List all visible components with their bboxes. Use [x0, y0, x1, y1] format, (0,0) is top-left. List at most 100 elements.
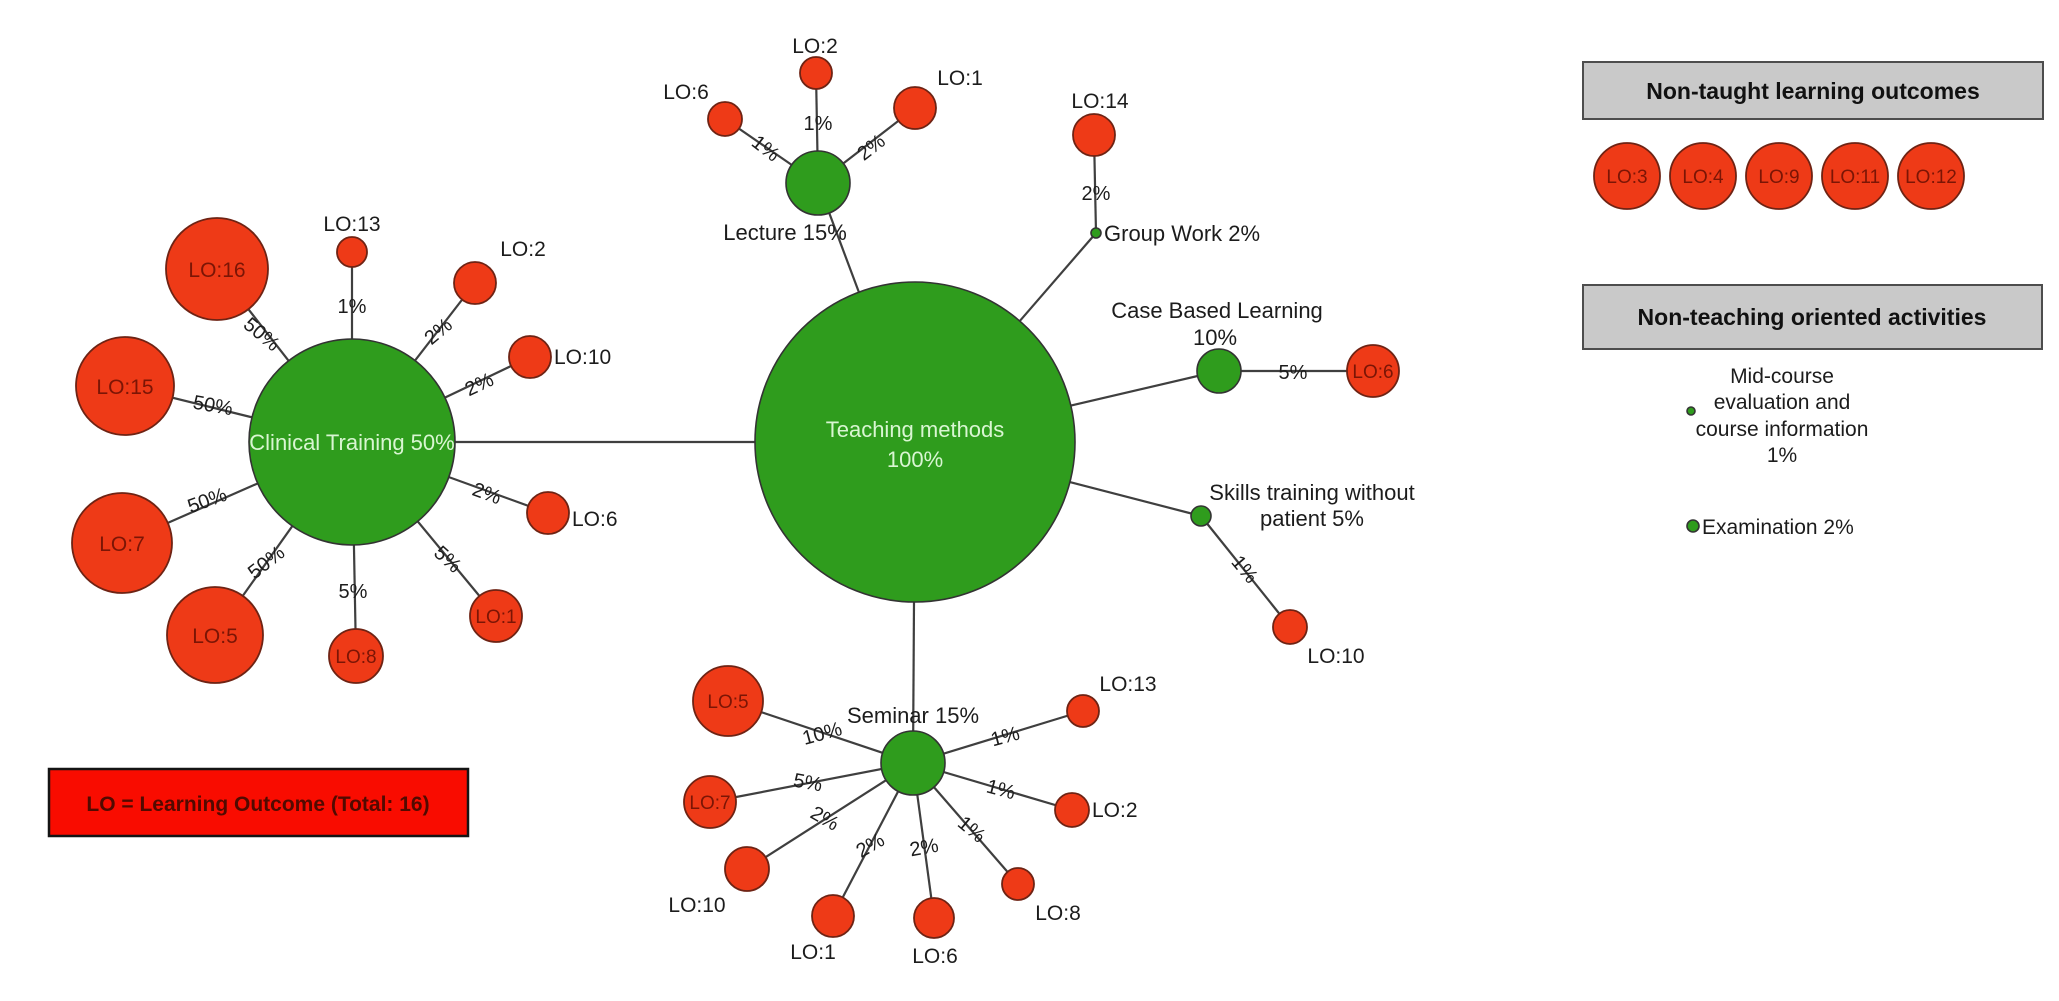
- node-seminar: [880, 730, 946, 796]
- sat-clinical-lo16: [165, 217, 269, 321]
- teaching-methods-label-line1: Teaching methods: [826, 417, 1005, 442]
- node-lecture: [785, 150, 851, 216]
- pct-clinical-lo7: 50%: [185, 484, 230, 518]
- pct-seminar-lo13: 1%: [988, 723, 1022, 752]
- label-clinical-lo8: LO:8: [335, 647, 376, 668]
- non-taught-lo3-circle: [1593, 142, 1661, 210]
- non-taught-lo9-circle: [1745, 142, 1813, 210]
- sat-casebased-lo6: [1346, 344, 1400, 398]
- pct-clinical-lo2: 2%: [421, 314, 457, 350]
- sat-seminar-lo6: [913, 897, 955, 939]
- label-seminar-lo8: LO:8: [1035, 902, 1081, 925]
- sat-clinical-lo5: [166, 586, 264, 684]
- label-lecture-lo6: LO:6: [663, 81, 709, 104]
- group-work-label: Group Work 2%: [1104, 221, 1260, 246]
- label-seminar-lo6: LO:6: [912, 945, 958, 968]
- non-taught-title-box: [1582, 61, 2044, 120]
- label-clinical-lo2: LO:2: [500, 238, 546, 261]
- lecture-label: Lecture 15%: [723, 220, 847, 245]
- pct-casebased-lo6: 5%: [1279, 362, 1308, 384]
- sat-seminar-lo10: [724, 846, 770, 892]
- examination-label: Examination 2%: [1702, 516, 1854, 539]
- sat-clinical-lo7: [71, 492, 173, 594]
- sat-seminar-lo13: [1066, 694, 1100, 728]
- label-lecture-lo1: LO:1: [937, 67, 983, 90]
- legend: LO = Learning Outcome (Total: 16): [47, 767, 470, 838]
- legend-label: LO = Learning Outcome (Total: 16): [86, 793, 429, 816]
- sat-clinical-lo15: [75, 336, 175, 436]
- node-case-based-learning: [1196, 348, 1242, 394]
- non-taught-lo4-label: LO:4: [1682, 167, 1724, 188]
- non-teaching-title-box: [1582, 284, 2043, 350]
- examination-dot: [1686, 519, 1700, 533]
- sat-skills-lo10: [1272, 609, 1308, 645]
- node-teaching-methods: [754, 281, 1076, 603]
- sat-clinical-lo13: [336, 236, 368, 268]
- label-seminar-lo10: LO:10: [668, 894, 725, 917]
- pct-lecture-lo1: 2%: [853, 130, 889, 165]
- label-clinical-lo15: LO:15: [96, 376, 153, 399]
- label-clinical-lo1: LO:1: [475, 607, 516, 628]
- non-taught-lo9-label: LO:9: [1758, 167, 1799, 188]
- case-based-label-line2: 10%: [1193, 325, 1237, 350]
- label-seminar-lo7: LO:7: [689, 793, 730, 814]
- label-seminar-lo2: LO:2: [1092, 799, 1138, 822]
- mid-course-line1: Mid-course: [1730, 365, 1834, 388]
- non-taught-title: Non-taught learning outcomes: [1646, 78, 1980, 104]
- label-clinical-lo5: LO:5: [192, 625, 238, 648]
- panel-non-teaching: Non-teaching oriented activities Mid-cou…: [1582, 284, 2043, 539]
- sat-seminar-lo1: [811, 894, 855, 938]
- green-nodes: [248, 150, 1242, 796]
- mid-course-line3: course information: [1696, 418, 1869, 441]
- legend-rect: [47, 767, 470, 838]
- pct-skills-lo10: 1%: [1227, 552, 1263, 588]
- sat-clinical-lo2: [453, 261, 497, 305]
- pct-seminar-lo8: 1%: [953, 812, 989, 848]
- pct-clinical-lo15: 50%: [191, 392, 234, 421]
- sat-seminar-lo5: [692, 665, 764, 737]
- sat-seminar-lo7: [683, 775, 737, 829]
- node-skills-training: [1190, 505, 1212, 527]
- pct-clinical-lo6: 2%: [469, 479, 504, 510]
- pct-clinical-lo5: 50%: [244, 542, 289, 584]
- node-labels: Teaching methods 100% Clinical Training …: [249, 220, 1414, 728]
- sat-groupwork-lo14: [1072, 113, 1116, 157]
- pct-clinical-lo13: 1%: [338, 296, 367, 318]
- sat-lecture-lo2: [799, 56, 833, 90]
- pct-groupwork-lo14: 2%: [1082, 183, 1111, 205]
- skills-label-line2: patient 5%: [1260, 506, 1364, 531]
- red-nodes: [71, 56, 1400, 939]
- label-seminar-lo5: LO:5: [707, 692, 748, 713]
- sat-lecture-lo6: [707, 101, 743, 137]
- non-taught-lo3-label: LO:3: [1606, 167, 1647, 188]
- case-based-label-line1: Case Based Learning: [1111, 298, 1323, 323]
- edge-skills-lo10: [1200, 515, 1291, 628]
- non-taught-lo12-circle: [1897, 142, 1965, 210]
- satellite-labels: LO:16 LO:13 LO:2 LO:10 LO:15 LO:6 LO:7 L…: [96, 35, 1393, 968]
- label-clinical-lo16: LO:16: [188, 259, 245, 282]
- pct-lecture-lo2: 1%: [804, 113, 833, 135]
- label-clinical-lo7: LO:7: [99, 533, 145, 556]
- label-clinical-lo13: LO:13: [323, 213, 380, 236]
- label-clinical-lo10: LO:10: [554, 346, 611, 369]
- pct-clinical-lo10: 2%: [462, 369, 498, 401]
- sat-seminar-lo8: [1001, 867, 1035, 901]
- pct-clinical-lo8: 5%: [339, 581, 368, 603]
- skills-label-line1: Skills training without: [1209, 480, 1414, 505]
- label-clinical-lo6: LO:6: [572, 508, 618, 531]
- pct-seminar-lo6: 2%: [908, 835, 941, 862]
- label-casebased-lo6: LO:6: [1352, 362, 1393, 383]
- teaching-methods-label-line2: 100%: [887, 447, 943, 472]
- seminar-label: Seminar 15%: [847, 703, 979, 728]
- pct-seminar-lo2: 1%: [984, 776, 1018, 805]
- clinical-training-label: Clinical Training 50%: [249, 430, 454, 455]
- edge-seminar-lo7: [709, 761, 914, 804]
- label-groupwork-lo14: LO:14: [1071, 90, 1129, 113]
- label-skills-lo10: LO:10: [1307, 645, 1364, 668]
- sat-seminar-lo2: [1054, 792, 1090, 828]
- pct-lecture-lo6: 1%: [747, 131, 783, 166]
- sat-clinical-lo8: [328, 628, 384, 684]
- sat-clinical-lo10: [508, 335, 552, 379]
- pct-seminar-lo1: 2%: [852, 829, 888, 863]
